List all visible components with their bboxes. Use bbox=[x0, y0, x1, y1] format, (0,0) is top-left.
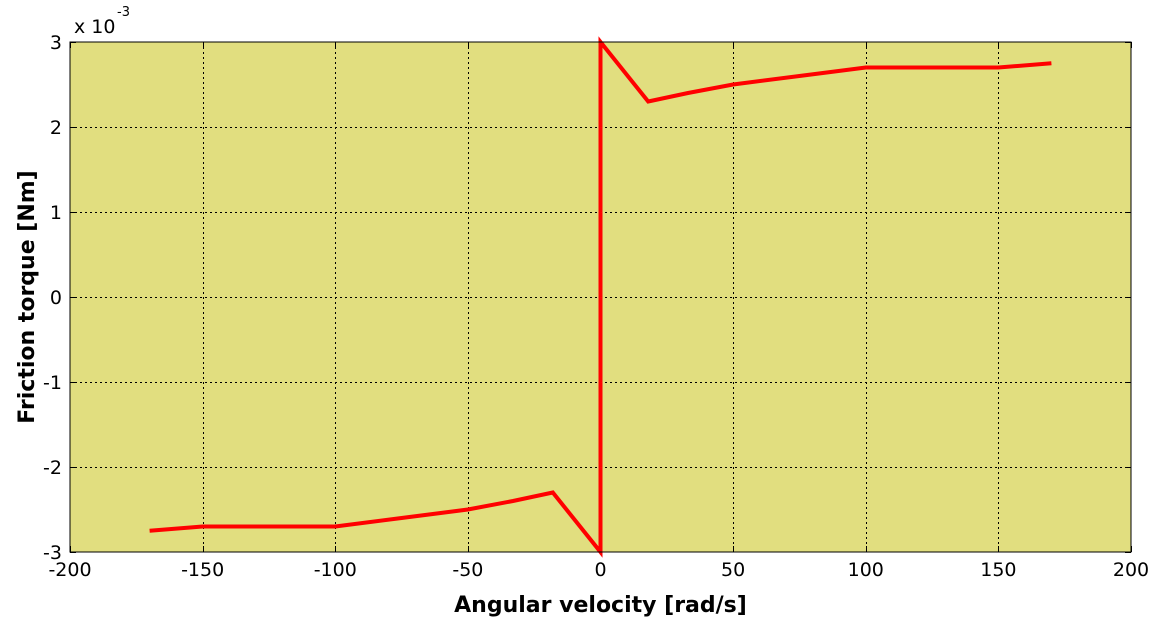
x-tick-labels: -200 -150 -100 -50 0 50 100 150 200 bbox=[48, 559, 1149, 581]
x-tick-label: 100 bbox=[848, 559, 884, 581]
y-tick-label: 1 bbox=[50, 202, 62, 224]
x-tick-label: -200 bbox=[48, 559, 91, 581]
series-lines bbox=[149, 36, 1052, 558]
y-multiplier-base: x 10 bbox=[74, 16, 115, 38]
y-axis-label: Friction torque [Nm] bbox=[15, 170, 40, 423]
plot-frame bbox=[69, 41, 1132, 553]
x-tick-label: -50 bbox=[452, 559, 483, 581]
x-tick-label: 50 bbox=[721, 559, 745, 581]
y-tick-label: 2 bbox=[50, 117, 62, 139]
y-tick-label: 3 bbox=[50, 32, 62, 54]
y-tick-label: -2 bbox=[43, 457, 62, 479]
x-axis-label: Angular velocity [rad/s] bbox=[454, 593, 747, 618]
y-tick-label: 0 bbox=[50, 287, 62, 309]
x-tick-label: 0 bbox=[594, 559, 606, 581]
y-tick-label: -1 bbox=[43, 372, 62, 394]
series-line bbox=[149, 36, 1052, 558]
x-tick-label: -150 bbox=[181, 559, 224, 581]
y-tick-label: -3 bbox=[43, 542, 62, 564]
x-tick-label: 200 bbox=[1113, 559, 1149, 581]
x-tick-label: -100 bbox=[314, 559, 357, 581]
y-multiplier-exponent: -3 bbox=[117, 5, 130, 20]
x-tick-label: 150 bbox=[980, 559, 1016, 581]
y-tick-labels: -3 -2 -1 0 1 2 3 bbox=[43, 32, 62, 564]
